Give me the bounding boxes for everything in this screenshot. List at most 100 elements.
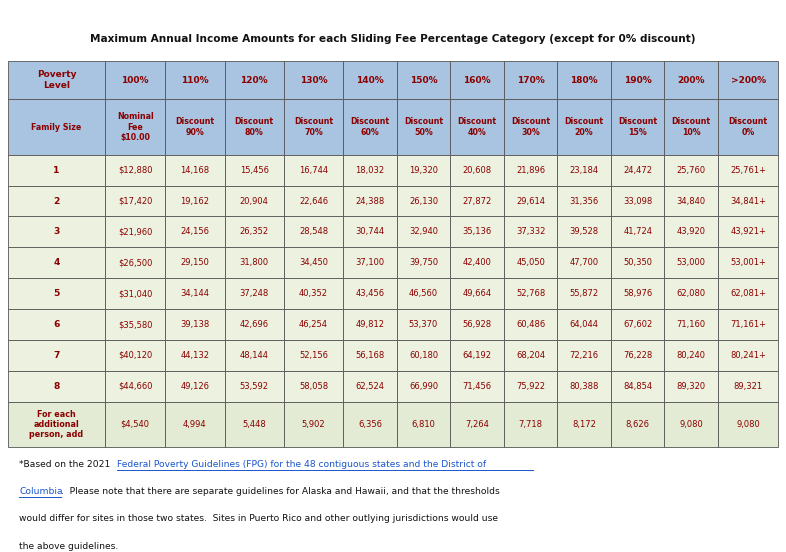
Text: 24,156: 24,156: [180, 227, 209, 236]
Bar: [8, 185, 105, 216]
Text: 31,800: 31,800: [240, 258, 269, 267]
Bar: [165, 185, 225, 216]
Text: 47,700: 47,700: [570, 258, 599, 267]
Bar: [8, 278, 105, 309]
Text: 28,548: 28,548: [299, 227, 328, 236]
Bar: [397, 61, 450, 99]
Text: 130%: 130%: [299, 76, 327, 84]
Bar: [225, 185, 284, 216]
Bar: [450, 402, 504, 447]
Text: 80,241+: 80,241+: [730, 351, 766, 360]
Text: $35,580: $35,580: [118, 320, 152, 329]
Bar: [284, 99, 343, 155]
Bar: [557, 61, 611, 99]
Text: 4,994: 4,994: [183, 420, 207, 429]
Bar: [165, 61, 225, 99]
Bar: [397, 309, 450, 340]
Text: 25,761+: 25,761+: [730, 166, 766, 174]
Bar: [284, 371, 343, 402]
Text: 5,448: 5,448: [242, 420, 266, 429]
Bar: [105, 247, 165, 278]
Bar: [664, 216, 718, 247]
Text: 37,100: 37,100: [355, 258, 384, 267]
Text: 49,812: 49,812: [355, 320, 384, 329]
Bar: [664, 402, 718, 447]
Bar: [343, 340, 397, 371]
Bar: [397, 185, 450, 216]
Bar: [504, 402, 557, 447]
Text: Discount
0%: Discount 0%: [729, 118, 768, 137]
Text: 56,928: 56,928: [462, 320, 491, 329]
Text: 56,168: 56,168: [355, 351, 384, 360]
Text: 39,528: 39,528: [570, 227, 599, 236]
Text: 120%: 120%: [241, 76, 268, 84]
Text: Poverty
Level: Poverty Level: [37, 70, 76, 90]
Text: 15,456: 15,456: [240, 166, 269, 174]
Bar: [450, 99, 504, 155]
Bar: [284, 155, 343, 185]
Text: 50,350: 50,350: [623, 258, 652, 267]
Bar: [343, 99, 397, 155]
Bar: [504, 278, 557, 309]
Bar: [105, 309, 165, 340]
Bar: [105, 61, 165, 99]
Bar: [343, 61, 397, 99]
Text: 71,161+: 71,161+: [730, 320, 766, 329]
Bar: [225, 247, 284, 278]
Text: 6,356: 6,356: [358, 420, 382, 429]
Bar: [8, 247, 105, 278]
Bar: [105, 216, 165, 247]
Text: 48,144: 48,144: [240, 351, 269, 360]
Bar: [664, 61, 718, 99]
Bar: [165, 278, 225, 309]
Bar: [557, 247, 611, 278]
Bar: [504, 371, 557, 402]
Text: $26,500: $26,500: [118, 258, 152, 267]
Text: 31,356: 31,356: [570, 197, 599, 205]
Bar: [557, 340, 611, 371]
Text: 25,760: 25,760: [677, 166, 706, 174]
Bar: [718, 61, 778, 99]
Bar: [557, 402, 611, 447]
Text: 4: 4: [53, 258, 60, 267]
Text: 7,718: 7,718: [519, 420, 542, 429]
Bar: [611, 185, 664, 216]
Text: 33,098: 33,098: [623, 197, 652, 205]
Text: 46,560: 46,560: [409, 289, 438, 298]
Bar: [225, 155, 284, 185]
Text: 37,248: 37,248: [240, 289, 269, 298]
Bar: [8, 371, 105, 402]
Bar: [105, 185, 165, 216]
Bar: [664, 278, 718, 309]
Text: 52,156: 52,156: [299, 351, 328, 360]
Bar: [343, 185, 397, 216]
Text: 43,921+: 43,921+: [730, 227, 766, 236]
Bar: [8, 155, 105, 185]
Bar: [450, 247, 504, 278]
Text: 1: 1: [53, 166, 60, 174]
Text: 170%: 170%: [516, 76, 545, 84]
Text: 44,132: 44,132: [180, 351, 209, 360]
Text: 62,080: 62,080: [677, 289, 706, 298]
Bar: [105, 99, 165, 155]
Text: 68,204: 68,204: [516, 351, 545, 360]
Text: $17,420: $17,420: [118, 197, 152, 205]
Bar: [165, 99, 225, 155]
Bar: [718, 371, 778, 402]
Text: Family Size: Family Size: [31, 123, 82, 131]
Text: 24,472: 24,472: [623, 166, 652, 174]
Bar: [105, 340, 165, 371]
Text: .  Please note that there are separate guidelines for Alaska and Hawaii, and tha: . Please note that there are separate gu…: [61, 487, 499, 496]
Text: 43,456: 43,456: [355, 289, 384, 298]
Bar: [8, 309, 105, 340]
Bar: [8, 216, 105, 247]
Text: Discount
80%: Discount 80%: [235, 118, 274, 137]
Text: Discount
40%: Discount 40%: [457, 118, 497, 137]
Text: 39,138: 39,138: [180, 320, 210, 329]
Bar: [450, 155, 504, 185]
Text: 76,228: 76,228: [623, 351, 652, 360]
Text: 58,058: 58,058: [299, 382, 328, 391]
Text: 71,456: 71,456: [462, 382, 491, 391]
Text: 49,126: 49,126: [180, 382, 209, 391]
Bar: [105, 371, 165, 402]
